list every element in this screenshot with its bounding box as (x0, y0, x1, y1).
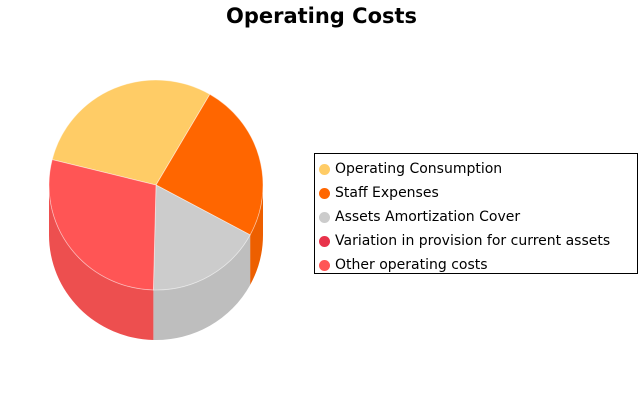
pie-slice-side (49, 185, 154, 340)
legend-swatch (319, 163, 330, 175)
legend-item: Assets Amortization Cover (319, 205, 637, 229)
legend-item: Variation in provision for current asset… (319, 229, 637, 253)
legend-item: Operating Consumption (319, 157, 637, 181)
legend-swatch (319, 235, 330, 247)
pie-slice (51, 79, 211, 186)
legend-item: Other operating costs (319, 253, 637, 277)
legend-item: Staff Expenses (319, 181, 637, 205)
pie-slice (152, 184, 251, 291)
legend-label: Other operating costs (335, 257, 488, 273)
pie-slice-side (250, 185, 263, 285)
legend-swatch (319, 259, 330, 271)
pie-slice (155, 93, 264, 236)
legend-swatch (319, 187, 330, 199)
legend-label: Variation in provision for current asset… (335, 233, 611, 249)
legend: Operating Consumption Staff Expenses Ass… (314, 153, 638, 274)
legend-label: Assets Amortization Cover (335, 209, 521, 225)
pie-slice-side (153, 234, 251, 340)
legend-label: Staff Expenses (335, 185, 439, 201)
legend-label: Operating Consumption (335, 161, 503, 177)
chart-title: Operating Costs (225, 4, 418, 28)
pie-slice (48, 159, 157, 291)
legend-swatch (319, 211, 330, 223)
